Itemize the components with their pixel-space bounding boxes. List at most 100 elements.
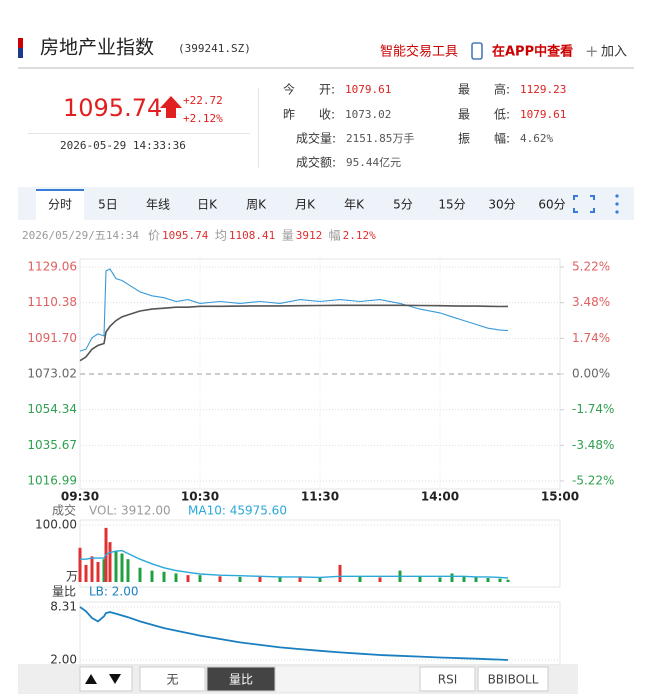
panel-title: 成交 (52, 503, 76, 518)
volume-bar (462, 576, 466, 582)
stat-label: 昨 收: (283, 108, 335, 122)
app-link[interactable]: 在APP中查看 (492, 44, 573, 60)
tab[interactable]: 月K (295, 198, 316, 212)
phone-icon (471, 42, 483, 60)
y-tick-label: 8.31 (50, 600, 77, 614)
more-icon[interactable] (615, 194, 619, 214)
button[interactable] (477, 666, 549, 692)
plot-frame (79, 601, 561, 666)
button-label[interactable]: RSI (438, 673, 458, 687)
tab[interactable]: 30分 (488, 198, 515, 212)
info-label: 均 (215, 229, 227, 243)
y-tick-label: 1110.38 (27, 295, 77, 309)
y2-tick-label: 5.22% (572, 260, 610, 274)
tab[interactable]: 年线 (146, 198, 170, 212)
info-label: 价 (148, 229, 160, 243)
volume-bar (438, 577, 442, 582)
x-tick-label: 11:30 (301, 490, 339, 504)
logo-red (18, 38, 23, 48)
stat-label: 成交额: (296, 155, 336, 170)
y-tick-label: 1054.34 (27, 402, 77, 416)
volume-bar (498, 578, 502, 582)
lb-label: LB: 2.00 (89, 585, 139, 599)
y2-tick-label: -5.22% (572, 474, 614, 488)
volume-bar (474, 577, 478, 582)
tab[interactable]: 60分 (538, 198, 565, 212)
volume-bar (198, 575, 202, 582)
add-link[interactable]: 加入 (601, 45, 627, 60)
y-tick-label: 1016.99 (27, 474, 77, 488)
plus-icon: + (585, 42, 598, 61)
stat-value: 1129.23 (520, 83, 566, 96)
y-tick-label: 1129.06 (27, 260, 77, 274)
volume-bar (218, 576, 222, 582)
stat-value: 1073.02 (345, 108, 391, 121)
title: 房地产业指数 (40, 37, 154, 59)
y2-tick-label: 1.74% (572, 331, 610, 345)
x-tick-label: 15:00 (541, 490, 579, 504)
volume-bar (238, 576, 242, 582)
y-tick-label: 2.00 (50, 653, 77, 667)
info-value: 3912 (296, 229, 323, 242)
y-tick-label: 1073.02 (27, 367, 77, 381)
info-value: 1095.74 (162, 229, 209, 242)
volume-bar (278, 577, 282, 582)
stat-label: 最 高: (458, 82, 510, 97)
button-label[interactable]: BBIBOLL (488, 673, 539, 687)
y2-tick-label: -1.74% (572, 402, 614, 416)
logo-blue (18, 48, 23, 58)
divider (18, 67, 634, 69)
tab[interactable]: 5分 (393, 198, 413, 212)
tab[interactable]: 分时 (48, 198, 72, 212)
button[interactable] (139, 666, 206, 692)
info-value: 2.12% (343, 229, 376, 242)
quote-time: 2026-05-29 14:33:36 (60, 139, 186, 152)
fullscreen-icon[interactable] (573, 195, 595, 213)
volume-bar (506, 579, 510, 582)
button[interactable] (206, 666, 276, 692)
stat-label: 最 低: (458, 108, 510, 122)
y-tick-label: 1091.70 (27, 331, 77, 345)
volume-bar (114, 550, 118, 582)
y2-tick-label: 3.48% (572, 295, 610, 309)
x-tick-label: 14:00 (421, 490, 459, 504)
up-arrow (160, 96, 182, 118)
active-tab (36, 190, 84, 221)
x-tick-label: 10:30 (181, 490, 219, 504)
volume-bar (138, 567, 142, 582)
divider (258, 88, 259, 168)
arrow-icons (85, 674, 121, 684)
volume-bar (418, 576, 422, 582)
volume-bar (358, 576, 362, 582)
stat-value: 1079.61 (520, 108, 566, 121)
button-label[interactable]: 量比 (229, 673, 253, 687)
volume-bar (150, 570, 154, 582)
tab[interactable]: 年K (344, 198, 365, 212)
vol-label: VOL: 3912.00 (89, 504, 171, 518)
tab[interactable]: 日K (197, 198, 218, 212)
code: (399241.SZ) (178, 42, 251, 55)
tab[interactable]: 5日 (98, 198, 118, 212)
volume-bar (90, 556, 94, 582)
tab[interactable]: 15分 (438, 198, 465, 212)
info-label: 量 (282, 229, 294, 243)
button[interactable] (419, 666, 476, 692)
volume-bar (84, 564, 88, 582)
divider (28, 133, 250, 134)
tool-link[interactable]: 智能交易工具 (380, 44, 458, 60)
volume-bar (174, 573, 178, 582)
info-time: 2026/05/29/五14:34 (22, 229, 139, 242)
price: 1095.74 (63, 94, 162, 122)
stat-label: 今 开: (283, 82, 335, 97)
average-line (79, 304, 509, 362)
volume-bar (298, 577, 302, 582)
x-tick-label: 09:30 (61, 490, 99, 504)
volume-bar (318, 578, 322, 582)
arrow-buttons[interactable] (79, 666, 133, 692)
blurred-area (275, 667, 420, 691)
volume-bar (108, 542, 112, 582)
button-label[interactable]: 无 (166, 673, 178, 687)
volume-bar (450, 573, 454, 582)
tab[interactable]: 周K (246, 198, 267, 212)
